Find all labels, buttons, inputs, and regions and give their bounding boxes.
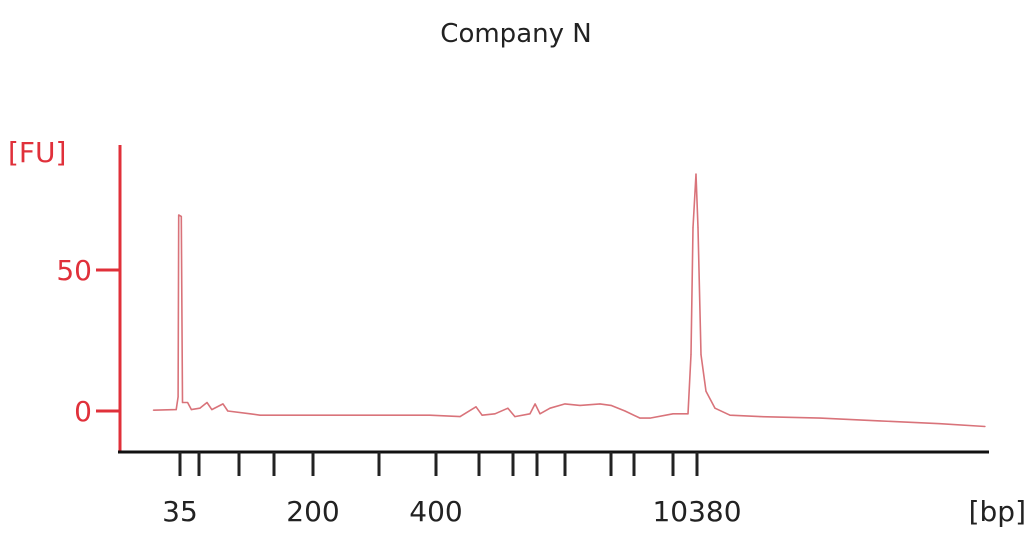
trace-point xyxy=(227,410,229,412)
trace-point xyxy=(692,227,694,229)
trace-point xyxy=(624,410,626,412)
trace-point xyxy=(610,404,612,406)
trace-point xyxy=(759,416,761,418)
trace-point xyxy=(481,414,483,416)
y-axis-label: [FU] xyxy=(8,136,66,169)
x-axis-label: [bp] xyxy=(969,495,1026,528)
x-tick-label-35: 35 xyxy=(162,495,198,528)
x-tick-label-200: 200 xyxy=(286,495,339,528)
trace-point xyxy=(514,416,516,418)
trace-point xyxy=(181,401,184,404)
trace-point xyxy=(687,413,689,415)
trace-point xyxy=(939,423,941,425)
chart-title: Company N xyxy=(440,19,591,49)
trace-point xyxy=(529,413,531,415)
trace-point xyxy=(211,408,213,411)
trace-point xyxy=(700,354,702,356)
trace-point xyxy=(649,417,651,419)
trace-point xyxy=(549,407,551,409)
trace-point xyxy=(429,414,431,416)
trace-point xyxy=(459,416,461,418)
trace-point xyxy=(259,414,261,416)
trace-point xyxy=(187,401,189,404)
trace-point xyxy=(714,407,716,409)
trace-point xyxy=(819,417,821,419)
trace-point xyxy=(190,408,192,411)
y-tick-label-0: 0 xyxy=(74,395,92,428)
trace-point xyxy=(705,390,707,392)
trace-line xyxy=(153,173,986,428)
trace-point xyxy=(639,417,641,419)
trace-point xyxy=(579,404,581,406)
trace-point xyxy=(695,173,697,175)
trace-point xyxy=(475,406,477,408)
trace-point xyxy=(178,214,180,216)
y-tick-label-50: 50 xyxy=(56,254,92,287)
trace-point xyxy=(494,413,496,415)
trace-point xyxy=(879,420,881,422)
trace-point xyxy=(564,403,566,405)
trace-point xyxy=(534,403,536,405)
trace-point xyxy=(199,407,201,409)
trace-point xyxy=(175,408,177,411)
trace-point xyxy=(206,401,208,404)
x-tick-label-400: 400 xyxy=(409,495,462,528)
trace-point xyxy=(177,396,179,398)
trace-point xyxy=(180,215,182,218)
trace-point xyxy=(507,407,509,409)
trace-point xyxy=(690,354,692,356)
trace-point xyxy=(152,409,154,411)
trace-point xyxy=(984,425,986,428)
trace-point xyxy=(249,413,251,415)
trace-point xyxy=(599,403,601,405)
trace-point xyxy=(539,413,541,415)
trace-point xyxy=(672,413,674,415)
trace-point xyxy=(222,403,224,405)
trace-point xyxy=(729,414,731,416)
x-tick-label-10380: 10380 xyxy=(652,495,741,528)
trace-point xyxy=(697,227,699,229)
